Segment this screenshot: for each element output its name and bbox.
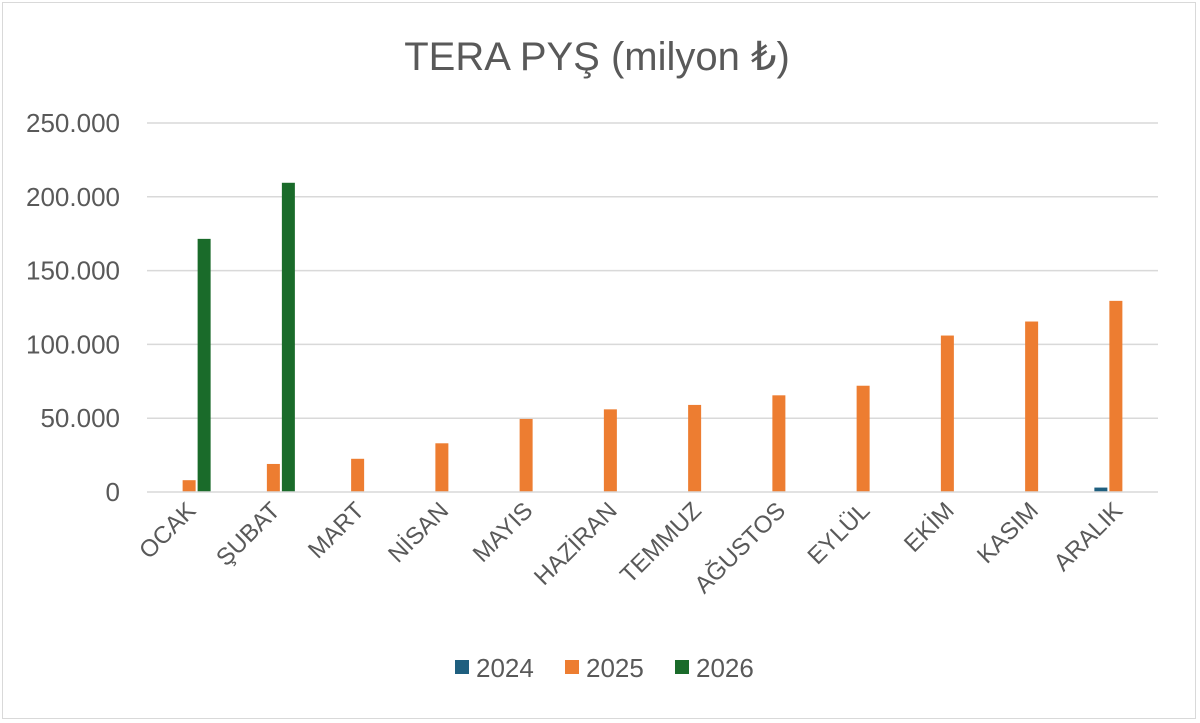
bar-2026-şubat	[281, 182, 295, 492]
bar-2026-ocak	[197, 238, 211, 492]
gridlines	[147, 122, 1158, 419]
legend-swatch-2024	[455, 660, 469, 674]
chart-title: TERA PYŞ (milyon ₺)	[404, 35, 790, 79]
legend: 2024 2025 2026	[455, 653, 754, 683]
x-tick-label: ŞUBAT	[211, 497, 286, 572]
x-axis-ticks: OCAK ŞUBAT MART NİSAN MAYISHAZİRANTEMMUZAĞUS…	[134, 497, 1128, 599]
legend-swatch-2025	[565, 660, 579, 674]
bar-2025-eki̇m	[940, 335, 954, 492]
legend-label-2026: 2026	[696, 653, 754, 683]
bar-2025-hazi̇ran	[603, 409, 617, 492]
x-tick-label: MART	[303, 497, 370, 564]
x-tick-label: HAZİRAN	[529, 497, 623, 591]
bar-2025-ağustos	[772, 395, 786, 492]
x-tick-label: EKİM	[899, 497, 960, 558]
bar-2025-temmuz	[688, 404, 702, 492]
bar-2025-aralik	[1109, 300, 1123, 492]
legend-label-2025: 2025	[586, 653, 644, 683]
bar-2025-ocak	[182, 480, 196, 492]
x-tick-label: MAYIS	[468, 497, 539, 568]
x-tick-label: ARALIK	[1049, 497, 1128, 576]
bar-2025-şubat	[266, 463, 280, 492]
legend-swatch-2026	[675, 660, 689, 674]
legend-label-2024: 2024	[476, 653, 534, 683]
x-tick-label: KASIM	[972, 497, 1044, 569]
y-tick-label: 50.000	[40, 403, 120, 433]
y-tick-label: 250.000	[26, 108, 120, 138]
x-tick-label: NİSAN	[383, 497, 454, 568]
y-tick-label: 200.000	[26, 182, 120, 212]
bar-2025-kasim	[1025, 321, 1039, 492]
x-tick-label: AĞUSTOS	[689, 497, 791, 599]
bar-2025-mayis	[519, 418, 533, 492]
y-axis-ticks: 0 50.000 100.000 150.000 200.000 250.000	[26, 108, 120, 507]
x-tick-label: OCAK	[134, 497, 201, 564]
y-tick-label: 0	[106, 477, 120, 507]
bar-2025-eylül	[856, 385, 870, 492]
y-tick-label: 150.000	[26, 256, 120, 286]
bar-2024-aralik	[1094, 487, 1108, 492]
bars	[182, 182, 1123, 492]
y-tick-label: 100.000	[26, 329, 120, 359]
bar-2025-mart	[351, 458, 365, 492]
x-tick-label: EYLÜL	[803, 497, 876, 570]
bar-2025-ni̇san	[435, 443, 449, 492]
